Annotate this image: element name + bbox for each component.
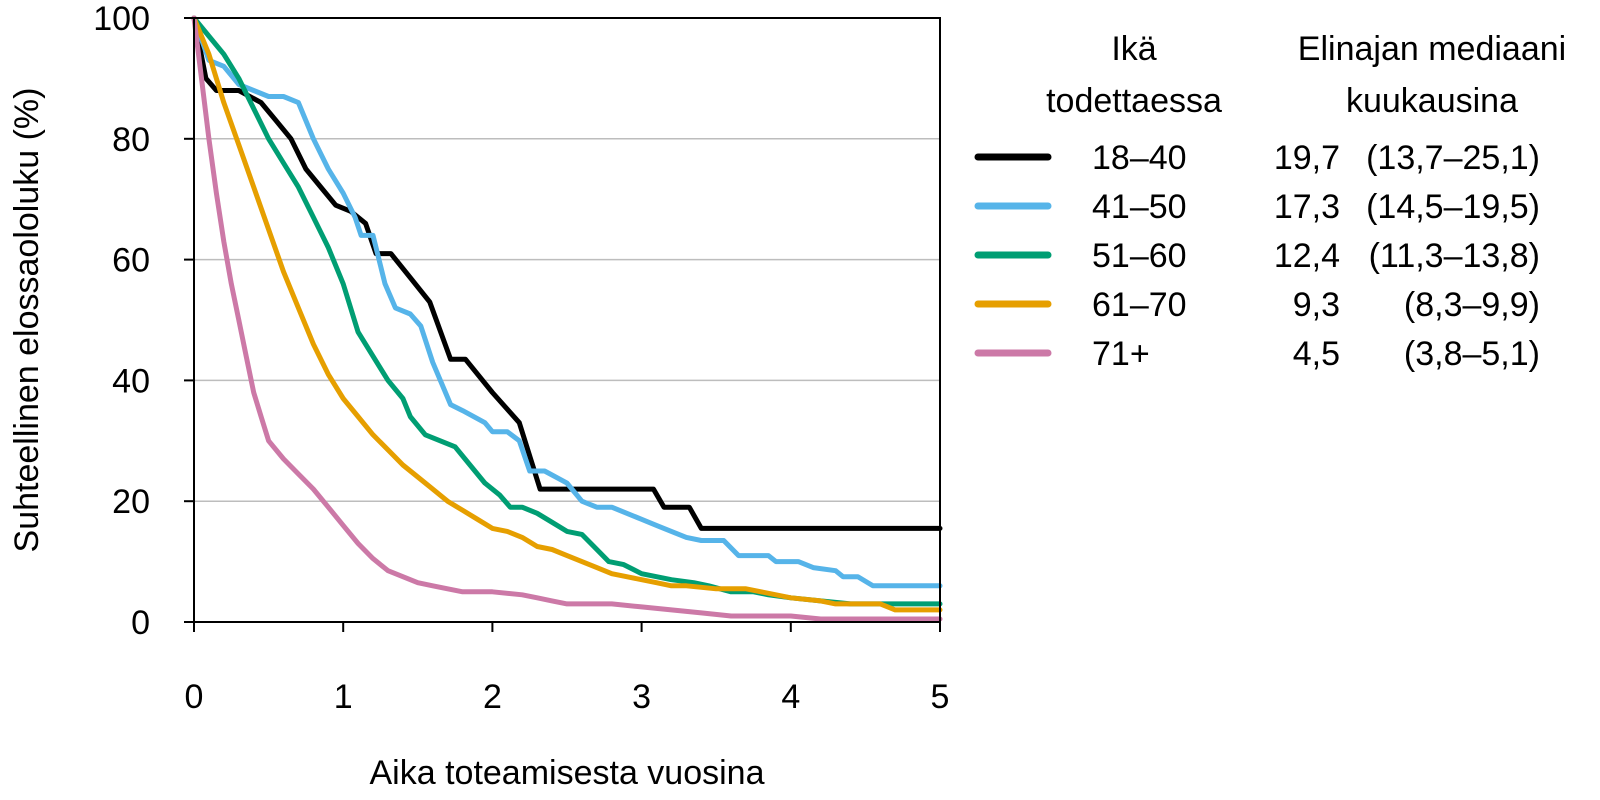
- legend-ci-61–70: (8,3–9,9): [1404, 286, 1540, 324]
- legend-header-age-line2: todettaessa: [1046, 82, 1222, 120]
- y-tick-label-5: 100: [93, 0, 150, 38]
- legend-median-41–50: 17,3: [1274, 188, 1340, 226]
- y-tick-label-1: 20: [112, 483, 150, 521]
- axis-ticks: 0 1 2 3 4 5 0 20 40 60 80 100: [93, 0, 949, 716]
- legend-median-51–60: 12,4: [1274, 237, 1340, 275]
- y-tick-label-3: 60: [112, 242, 150, 280]
- legend: Ikä todettaessa Elinajan mediaani kuukau…: [974, 30, 1566, 373]
- legend-ci-51–60: (11,3–13,8): [1369, 237, 1540, 275]
- y-tick-label-0: 0: [131, 604, 150, 642]
- x-tick-label-1: 1: [334, 678, 353, 716]
- legend-ci-71+: (3,8–5,1): [1404, 335, 1540, 373]
- plot-frame: [193, 17, 941, 623]
- x-tick-label-4: 4: [781, 678, 800, 716]
- series-line-51–60: [191, 15, 943, 607]
- legend-age-61–70: 61–70: [1092, 286, 1187, 324]
- gridlines: [194, 138, 940, 502]
- x-tick-label-3: 3: [632, 678, 651, 716]
- legend-age-51–60: 51–60: [1092, 237, 1187, 275]
- legend-median-71+: 4,5: [1293, 335, 1340, 373]
- x-axis-title: Aika toteamisesta vuosina: [370, 754, 765, 792]
- plot-series: [191, 15, 943, 622]
- x-tick-label-2: 2: [483, 678, 502, 716]
- series-line-61–70: [191, 15, 943, 613]
- legend-age-41–50: 41–50: [1092, 188, 1187, 226]
- legend-ci-41–50: (14,5–19,5): [1366, 188, 1540, 226]
- series-line-71+: [191, 15, 943, 622]
- y-tick-label-4: 80: [112, 121, 150, 159]
- y-axis-title: Suhteellinen elossaololuku (%): [8, 88, 46, 553]
- y-tick-label-2: 40: [112, 362, 150, 400]
- legend-header-median-line2: kuukausina: [1346, 82, 1518, 120]
- legend-header-age-line1: Ikä: [1111, 30, 1156, 68]
- series-line-41–50: [191, 15, 943, 589]
- x-tick-label-0: 0: [185, 678, 204, 716]
- legend-rows: 18–40 19,7 (13,7–25,1) 41–50 17,3 (14,5–19,5)…: [974, 139, 1540, 373]
- legend-age-18–40: 18–40: [1092, 139, 1187, 177]
- legend-median-18–40: 19,7: [1274, 139, 1340, 177]
- series-line-18–40: [191, 15, 943, 531]
- legend-age-71+: 71+: [1092, 335, 1150, 373]
- legend-header-median-line1: Elinajan mediaani: [1298, 30, 1566, 68]
- legend-median-61–70: 9,3: [1293, 286, 1340, 324]
- x-tick-label-5: 5: [931, 678, 950, 716]
- legend-ci-18–40: (13,7–25,1): [1366, 139, 1540, 177]
